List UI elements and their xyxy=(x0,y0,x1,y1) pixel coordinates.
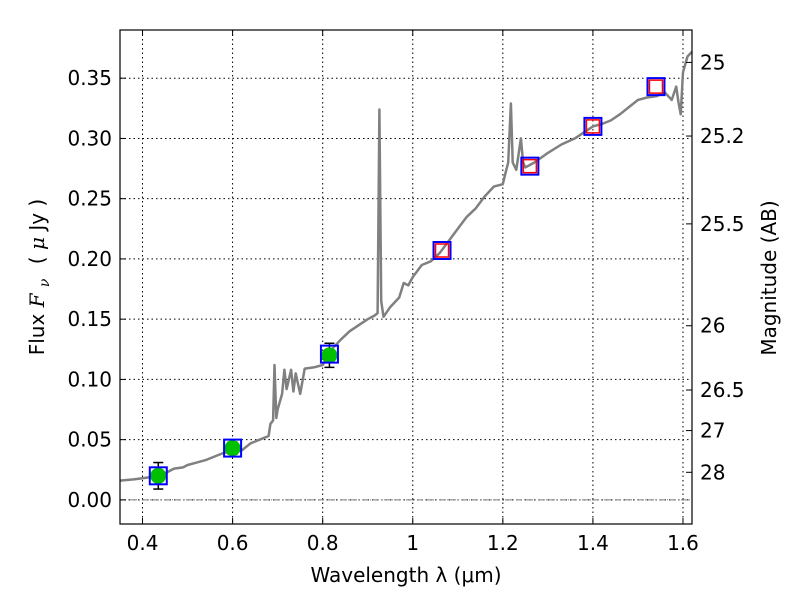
y-tick-label: 0.10 xyxy=(67,367,112,391)
grid xyxy=(120,30,692,524)
y2-tick-label: 28 xyxy=(700,460,725,484)
model-photometry-marker xyxy=(432,240,452,260)
x-tick-label: 1.4 xyxy=(577,531,609,555)
model-photometry-marker xyxy=(646,77,666,97)
y2-tick-label: 25.5 xyxy=(700,212,745,236)
x-tick-label: 1 xyxy=(406,531,419,555)
y-tick-label: 0.00 xyxy=(67,488,112,512)
spectrum-line xyxy=(119,50,693,482)
photometry-markers xyxy=(148,77,666,486)
detection-marker xyxy=(224,440,241,457)
detection-marker xyxy=(150,467,167,484)
detection-marker xyxy=(321,347,338,364)
x-tick-label: 1.6 xyxy=(667,531,699,555)
x-tick-label: 0.6 xyxy=(217,531,249,555)
y-axis-title-subscript: ν xyxy=(37,278,53,287)
y-axis-title-paren: ( xyxy=(25,250,49,264)
upper-limit-marker xyxy=(522,158,538,174)
model-photometry-marker xyxy=(520,156,540,176)
y-tick-label: 0.35 xyxy=(67,66,112,90)
y-axis-title-mu: μ xyxy=(25,237,49,250)
y2-tick-label: 27 xyxy=(700,419,725,443)
model-photometry-marker xyxy=(148,466,168,486)
x-tick-label: 1.2 xyxy=(487,531,519,555)
y2-tick-label: 25 xyxy=(700,50,725,74)
y-tick-label: 0.30 xyxy=(67,126,112,150)
upper-limit-marker xyxy=(648,79,664,94)
right-axis-title: Magnitude (AB) xyxy=(757,200,781,355)
upper-limit-marker xyxy=(434,243,450,258)
y-tick-label: 0.25 xyxy=(67,187,112,211)
y-axis-title-text: Flux xyxy=(25,307,49,355)
ticks: 0.4 0.6 0.8 1 1.2 1.4 1.6 0.00 0.05 0.10 0.15 0.20 0… xyxy=(67,30,745,555)
x-axis-title: Wavelength λ (μm) xyxy=(310,563,501,587)
y2-tick-label: 26.5 xyxy=(700,378,745,402)
x-tick-label: 0.4 xyxy=(127,531,159,555)
y2-tick-label: 26 xyxy=(700,314,725,338)
model-photometry-marker xyxy=(319,344,339,364)
spectrum-series xyxy=(119,50,693,482)
y-tick-label: 0.20 xyxy=(67,247,112,271)
upper-limit-marker xyxy=(585,119,601,134)
y-axis-title: Flux F ν ( μ Jy ) xyxy=(25,199,54,356)
x-tick-label: 0.8 xyxy=(307,531,339,555)
plot-frame xyxy=(119,29,693,525)
model-photometry-marker xyxy=(223,438,243,458)
y-axis-title-symbol: F xyxy=(25,292,49,308)
y2-tick-label: 25.2 xyxy=(700,124,745,148)
y-axis-title-unit: Jy ) xyxy=(25,199,49,233)
y-tick-label: 0.05 xyxy=(67,428,112,452)
y-tick-label: 0.15 xyxy=(67,307,112,331)
model-photometry-marker xyxy=(583,116,603,136)
